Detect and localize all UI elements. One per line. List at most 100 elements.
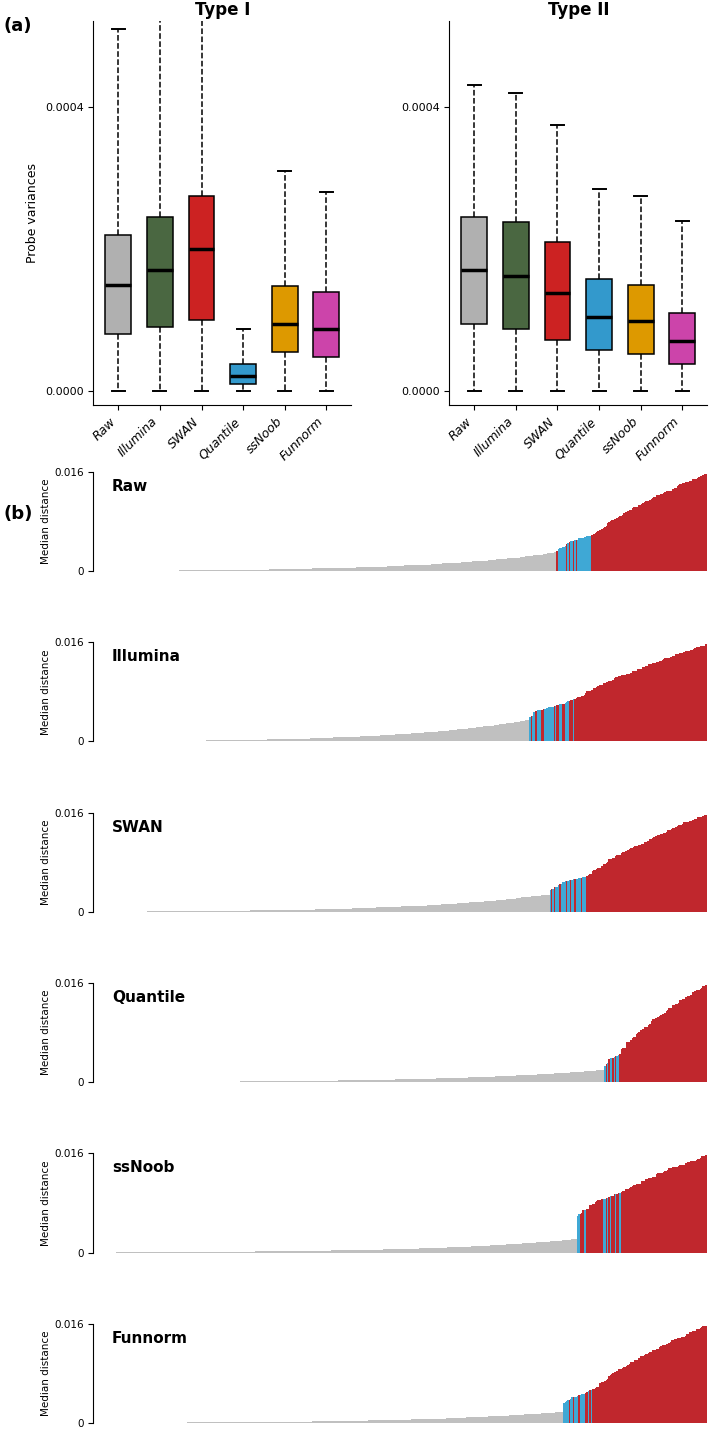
Bar (358, 1080, 359, 1083)
Bar (315, 738, 317, 742)
Bar (274, 569, 276, 571)
Bar (462, 729, 464, 742)
Bar (658, 835, 659, 912)
Bar (262, 739, 264, 742)
Bar (439, 1419, 441, 1423)
Bar (424, 565, 426, 571)
Bar (697, 990, 699, 1083)
Bar (700, 1158, 701, 1253)
Bar (569, 1240, 570, 1253)
Bar (490, 901, 491, 912)
Bar (338, 738, 340, 742)
Bar (705, 1326, 707, 1423)
Bar (334, 1081, 335, 1083)
Bar (682, 1164, 684, 1253)
Bar (416, 1248, 417, 1253)
Bar (696, 819, 697, 912)
Bar (629, 849, 630, 912)
Bar (320, 1251, 322, 1253)
Bar (570, 542, 572, 571)
Bar (350, 1421, 352, 1423)
Bar (569, 1400, 570, 1423)
Bar (595, 688, 596, 742)
Bar (438, 563, 439, 571)
Bar (645, 1354, 646, 1423)
Bar (312, 909, 314, 912)
Bar (694, 991, 696, 1083)
Bar (635, 847, 637, 912)
Bar (315, 568, 317, 571)
Bar (535, 711, 536, 742)
Bar (359, 1080, 360, 1083)
Bar (678, 1338, 679, 1423)
Bar (591, 1390, 592, 1423)
Bar (596, 1071, 597, 1083)
Bar (364, 736, 365, 742)
Bar (484, 726, 485, 742)
Bar (383, 566, 385, 571)
Bar (454, 904, 455, 912)
Bar (581, 878, 582, 912)
Bar (406, 907, 408, 912)
Bar (259, 739, 261, 742)
Bar (271, 569, 273, 571)
Bar (696, 990, 697, 1083)
Bar (635, 1184, 637, 1253)
Bar (397, 1420, 398, 1423)
Bar (513, 558, 514, 571)
Bar (646, 500, 648, 571)
Bar (496, 559, 498, 571)
Bar (549, 708, 550, 742)
Bar (454, 1419, 455, 1423)
Bar (682, 1000, 684, 1083)
Bar (346, 908, 348, 912)
Bar (582, 878, 584, 912)
Bar (419, 565, 420, 571)
Bar (335, 1250, 337, 1253)
Bar (531, 556, 532, 571)
Bar (284, 739, 285, 742)
Bar (409, 1080, 411, 1083)
Bar (578, 1396, 579, 1423)
Bar (270, 569, 271, 571)
Bar (508, 559, 509, 571)
Bar (567, 1072, 569, 1083)
Bar (673, 655, 675, 742)
Bar (444, 731, 446, 742)
Bar (573, 879, 574, 912)
Bar (593, 1204, 595, 1253)
Bar (281, 739, 282, 742)
Bar (605, 1198, 607, 1253)
Bar (656, 1348, 658, 1423)
Bar (314, 738, 315, 742)
Bar (509, 724, 510, 742)
Bar (509, 558, 510, 571)
Bar (356, 908, 358, 912)
Bar (697, 1160, 699, 1253)
Bar (670, 1008, 671, 1083)
Bar (409, 565, 411, 571)
Bar (458, 563, 460, 571)
Bar (480, 726, 482, 742)
Bar (533, 897, 535, 912)
Bar (523, 1244, 525, 1253)
Bar (405, 1420, 406, 1423)
Bar (632, 1038, 633, 1083)
Bar (487, 1077, 488, 1083)
Bar (656, 495, 658, 571)
Bar (286, 569, 288, 571)
Bar (349, 738, 350, 742)
Bar (412, 1248, 414, 1253)
Bar (393, 735, 394, 742)
Bar (660, 1347, 661, 1423)
Bar (691, 1331, 693, 1423)
Bar (462, 562, 464, 571)
Bar (529, 718, 531, 742)
Bar (337, 1421, 338, 1423)
Bar (600, 1383, 602, 1423)
Bar (438, 1419, 439, 1423)
Bar (317, 909, 318, 912)
Bar (531, 716, 532, 742)
Bar (573, 699, 574, 742)
Bar (458, 904, 460, 912)
